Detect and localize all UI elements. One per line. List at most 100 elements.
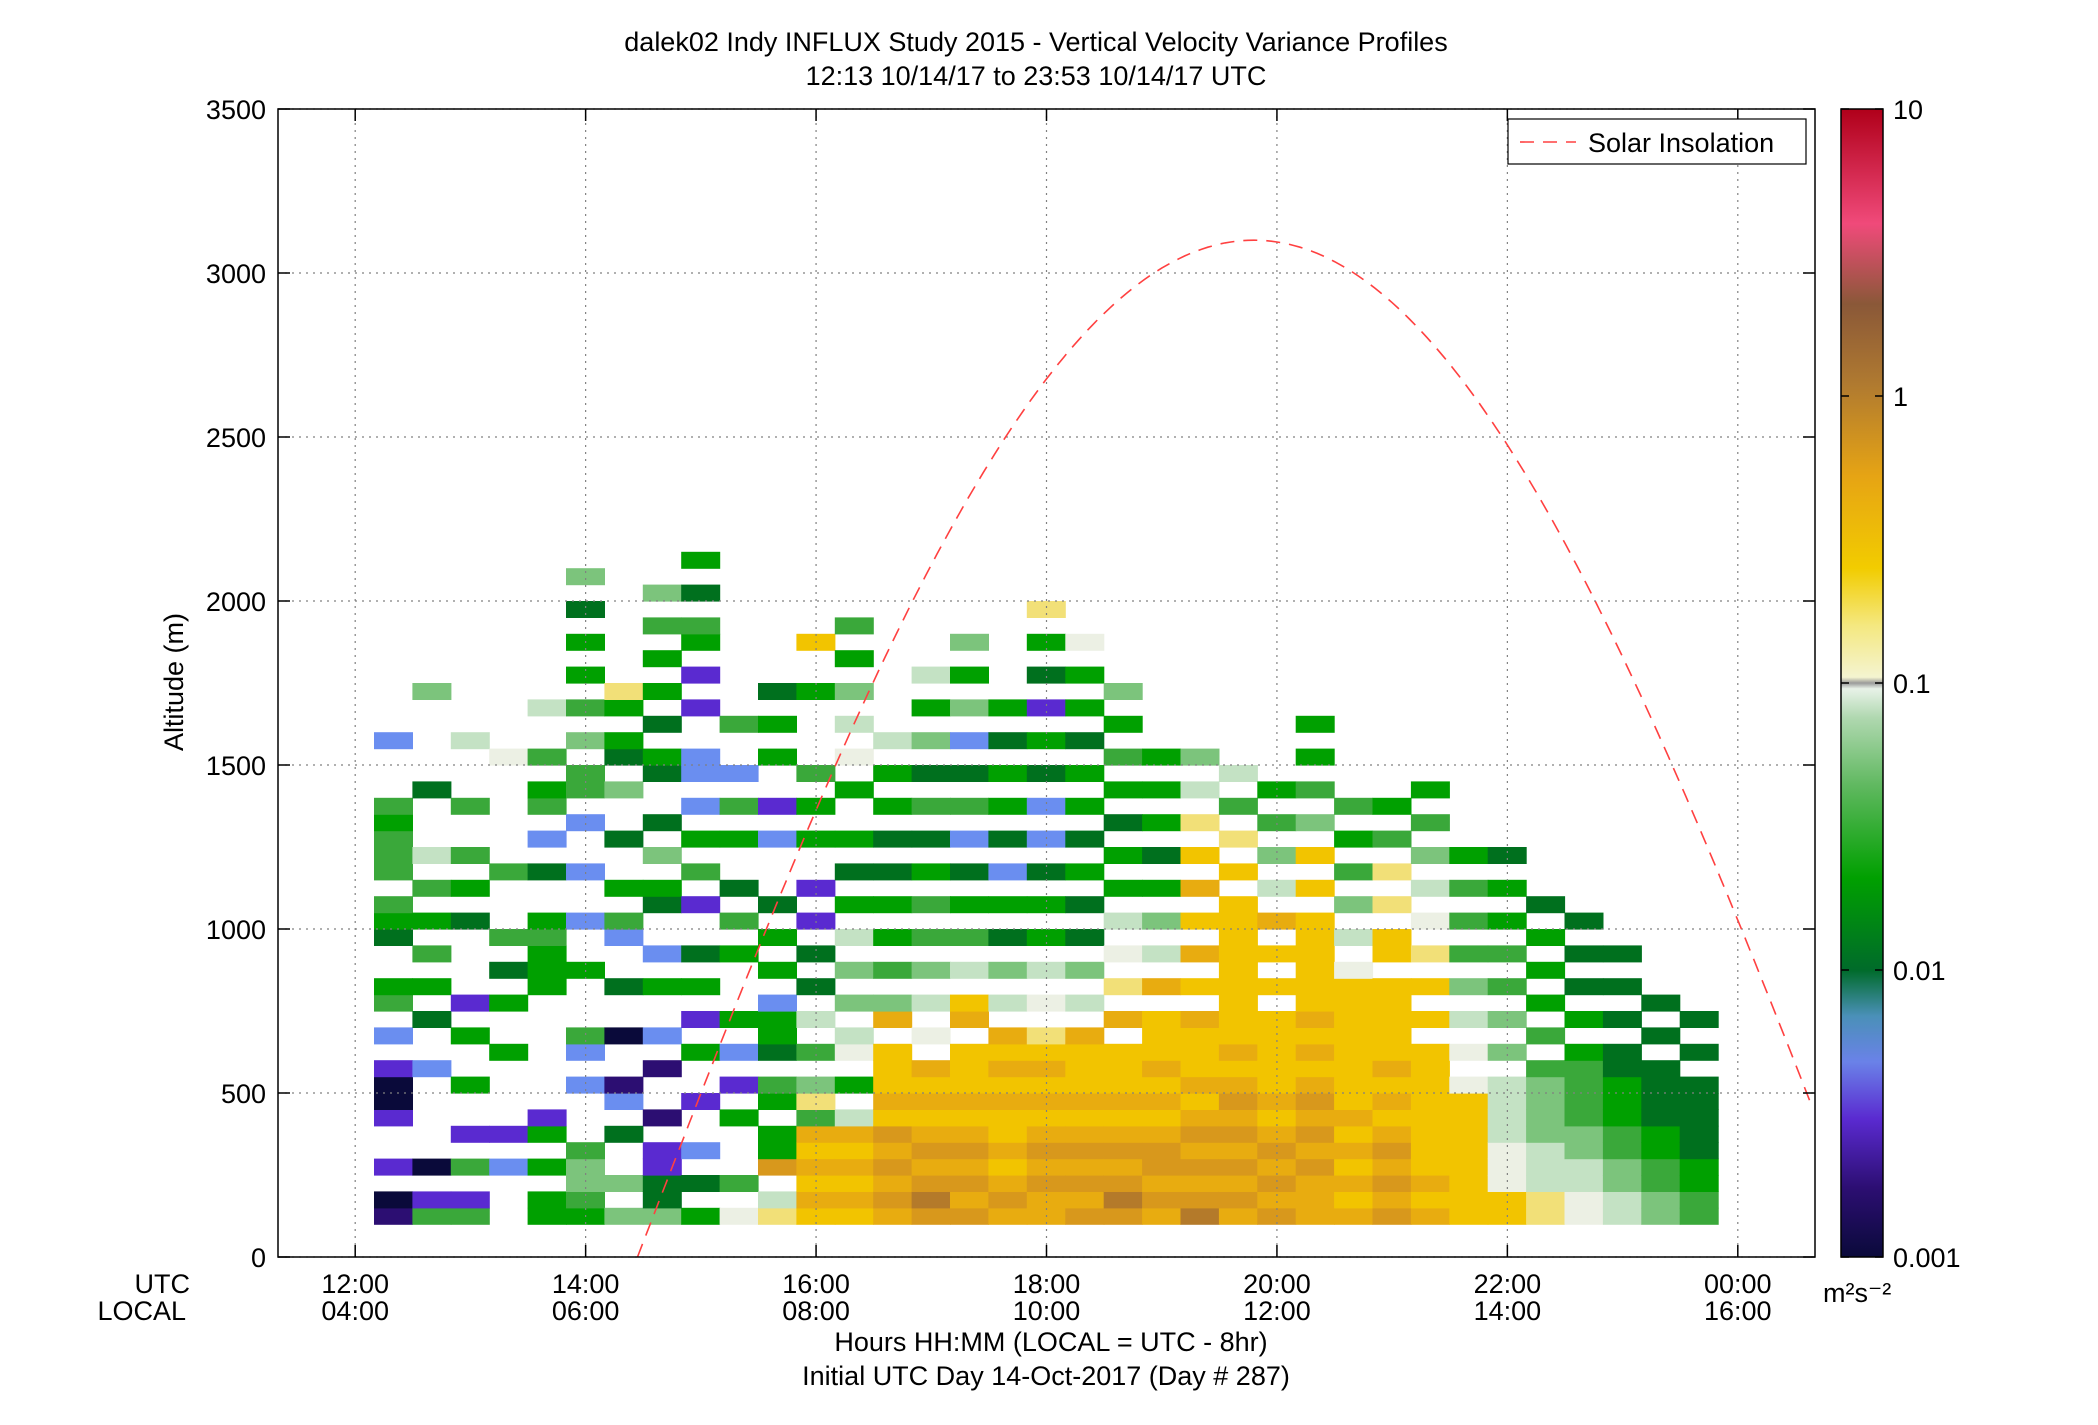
- heatmap-cell: [796, 879, 836, 897]
- heatmap-cell: [911, 896, 951, 914]
- heatmap-cell: [1372, 1158, 1412, 1176]
- heatmap-cell: [1410, 1191, 1450, 1209]
- heatmap-cell: [1295, 961, 1335, 979]
- heatmap-cell: [873, 929, 913, 946]
- heatmap-cell: [374, 814, 413, 832]
- heatmap-cell: [374, 1191, 413, 1209]
- heatmap-cell: [1142, 748, 1182, 766]
- heatmap-cell: [1487, 847, 1527, 864]
- heatmap-cell: [1564, 1109, 1604, 1127]
- colorbar-units: m²s⁻²: [1823, 1278, 1891, 1308]
- heatmap-cell: [1641, 1093, 1681, 1110]
- heatmap-cell: [988, 1207, 1028, 1225]
- heatmap-cell: [604, 683, 644, 700]
- heatmap-cell: [911, 797, 951, 815]
- heatmap-cell: [1103, 1191, 1143, 1209]
- heatmap-cell: [1410, 1142, 1450, 1160]
- heatmap-cell: [604, 748, 644, 766]
- heatmap-cell: [950, 1076, 989, 1094]
- heatmap-cell: [1410, 1093, 1450, 1110]
- heatmap-cell: [834, 650, 874, 668]
- heatmap-cell: [527, 929, 567, 946]
- heatmap-cell: [1564, 1076, 1604, 1094]
- heatmap-cell: [412, 781, 452, 799]
- heatmap-cell: [1180, 1142, 1220, 1160]
- heatmap-cell: [911, 732, 951, 750]
- heatmap-cell: [834, 896, 874, 914]
- heatmap-cell: [1372, 1175, 1412, 1192]
- heatmap-cell: [1372, 1076, 1412, 1094]
- heatmap-cell: [796, 1142, 836, 1160]
- heatmap-cell: [1526, 1175, 1566, 1192]
- heatmap-cell: [681, 699, 721, 717]
- heatmap-cell: [1103, 715, 1143, 733]
- heatmap-cell: [911, 1207, 951, 1225]
- heatmap-cell: [1449, 847, 1489, 864]
- heatmap-cell: [527, 945, 567, 963]
- heatmap-cell: [1218, 1076, 1258, 1094]
- heatmap-cell: [950, 699, 989, 717]
- heatmap-cell: [988, 896, 1028, 914]
- heatmap-cell: [1372, 978, 1412, 996]
- x-axis-label: Hours HH:MM (LOCAL = UTC - 8hr): [834, 1327, 1267, 1357]
- heatmap-cell: [566, 814, 605, 832]
- heatmap-cell: [642, 650, 682, 668]
- heatmap-cell: [1142, 1142, 1182, 1160]
- heatmap-cell: [1410, 1043, 1450, 1061]
- heatmap-cell: [1142, 814, 1182, 832]
- heatmap-cell: [681, 863, 721, 881]
- heatmap-cell: [450, 847, 490, 864]
- heatmap-cell: [1295, 1175, 1335, 1192]
- heatmap-cell: [1564, 945, 1604, 963]
- heatmap-cell: [988, 1191, 1028, 1209]
- heatmap-cell: [566, 601, 605, 618]
- heatmap-cell: [1410, 847, 1450, 864]
- heatmap-cell: [911, 994, 951, 1012]
- heatmap-cell: [834, 1175, 874, 1192]
- x-row-label-utc: UTC: [135, 1269, 191, 1299]
- heatmap-cell: [1410, 1060, 1450, 1078]
- heatmap-cell: [1142, 912, 1182, 930]
- heatmap-cell: [1564, 1060, 1604, 1078]
- heatmap-cell: [412, 683, 452, 700]
- heatmap-cell: [1372, 896, 1412, 914]
- heatmap-cell: [1334, 863, 1374, 881]
- heatmap-cell: [642, 1158, 682, 1176]
- heatmap-cell: [834, 994, 874, 1012]
- y-tick-label: 3000: [206, 259, 266, 289]
- heatmap-cell: [1218, 863, 1258, 881]
- heatmap-cell: [1257, 1142, 1297, 1160]
- heatmap-cell: [1257, 978, 1297, 996]
- heatmap-cell: [911, 1191, 951, 1209]
- heatmap-cell: [1103, 912, 1143, 930]
- heatmap-cell: [642, 1027, 682, 1045]
- heatmap-cell: [873, 1207, 913, 1225]
- heatmap-cell: [1679, 1191, 1719, 1209]
- heatmap-cell: [1372, 1027, 1412, 1045]
- heatmap-cell: [950, 1109, 989, 1127]
- heatmap-cell: [1679, 1011, 1719, 1028]
- heatmap-cell: [1334, 1043, 1374, 1061]
- heatmap-cell: [834, 830, 874, 848]
- heatmap-cell: [1372, 1043, 1412, 1061]
- heatmap-cell: [1641, 1191, 1681, 1209]
- heatmap-cell: [796, 765, 836, 782]
- heatmap-cell: [566, 1142, 605, 1160]
- heatmap-cell: [950, 1175, 989, 1192]
- heatmap-cell: [1564, 1207, 1604, 1225]
- heatmap-cell: [1334, 1109, 1374, 1127]
- heatmap-cell: [642, 1060, 682, 1078]
- heatmap-cell: [566, 699, 605, 717]
- heatmap-cell: [758, 683, 797, 700]
- heatmap-cell: [911, 1109, 951, 1127]
- heatmap-cell: [1218, 978, 1258, 996]
- heatmap-cell: [1142, 1043, 1182, 1061]
- heatmap-cell: [1065, 830, 1105, 848]
- heatmap-cell: [1026, 1175, 1066, 1192]
- heatmap-cell: [1295, 1011, 1335, 1028]
- heatmap-cell: [374, 1076, 413, 1094]
- heatmap-cell: [1295, 1207, 1335, 1225]
- heatmap-cell: [873, 1158, 913, 1176]
- heatmap-cell: [950, 1142, 989, 1160]
- heatmap-cell: [527, 978, 567, 996]
